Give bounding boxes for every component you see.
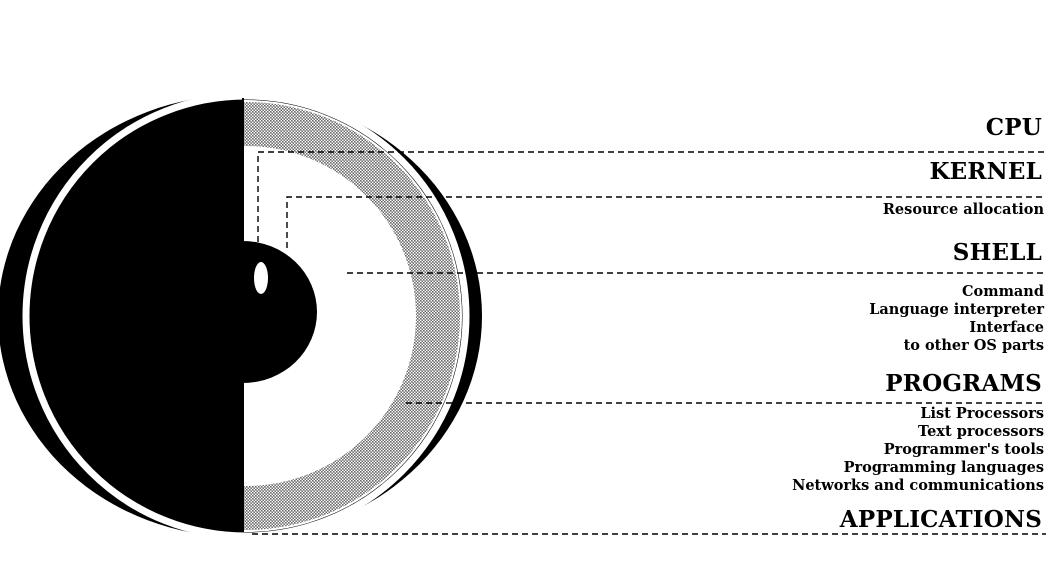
shell-detail-line: Command bbox=[962, 283, 1044, 300]
cpu-core bbox=[254, 262, 268, 294]
programs-detail-line: Networks and communications bbox=[792, 477, 1044, 494]
cutaway-half bbox=[243, 100, 462, 532]
outer-white-ring bbox=[22, 92, 470, 540]
cpu-label: CPU bbox=[985, 114, 1042, 141]
kernel-leader-line bbox=[286, 196, 1046, 248]
shell-detail-line: to other OS parts bbox=[903, 337, 1044, 354]
shell-details: Command Language interpreter Interface t… bbox=[869, 283, 1044, 355]
kernel-label: KERNEL bbox=[929, 158, 1042, 185]
programs-detail-line: Text processors bbox=[917, 423, 1044, 440]
programs-label: PROGRAMS bbox=[885, 370, 1042, 397]
programs-detail-line: Programming languages bbox=[843, 459, 1044, 476]
programs-layer bbox=[243, 146, 416, 486]
programs-details: List Processors Text processors Programm… bbox=[792, 405, 1044, 495]
programs-detail-line: Programmer's tools bbox=[883, 441, 1044, 458]
shell-detail-line: Language interpreter bbox=[869, 301, 1044, 318]
cpu-leader-line bbox=[257, 151, 1046, 262]
kernel-detail-line: Resource allocation bbox=[882, 201, 1044, 218]
shell-label: SHELL bbox=[952, 239, 1042, 266]
applications-label: APPLICATIONS bbox=[839, 506, 1042, 533]
programs-detail-line: List Processors bbox=[920, 405, 1044, 422]
shell-detail-line: Interface bbox=[969, 319, 1044, 336]
kernel-details: Resource allocation bbox=[883, 201, 1044, 219]
